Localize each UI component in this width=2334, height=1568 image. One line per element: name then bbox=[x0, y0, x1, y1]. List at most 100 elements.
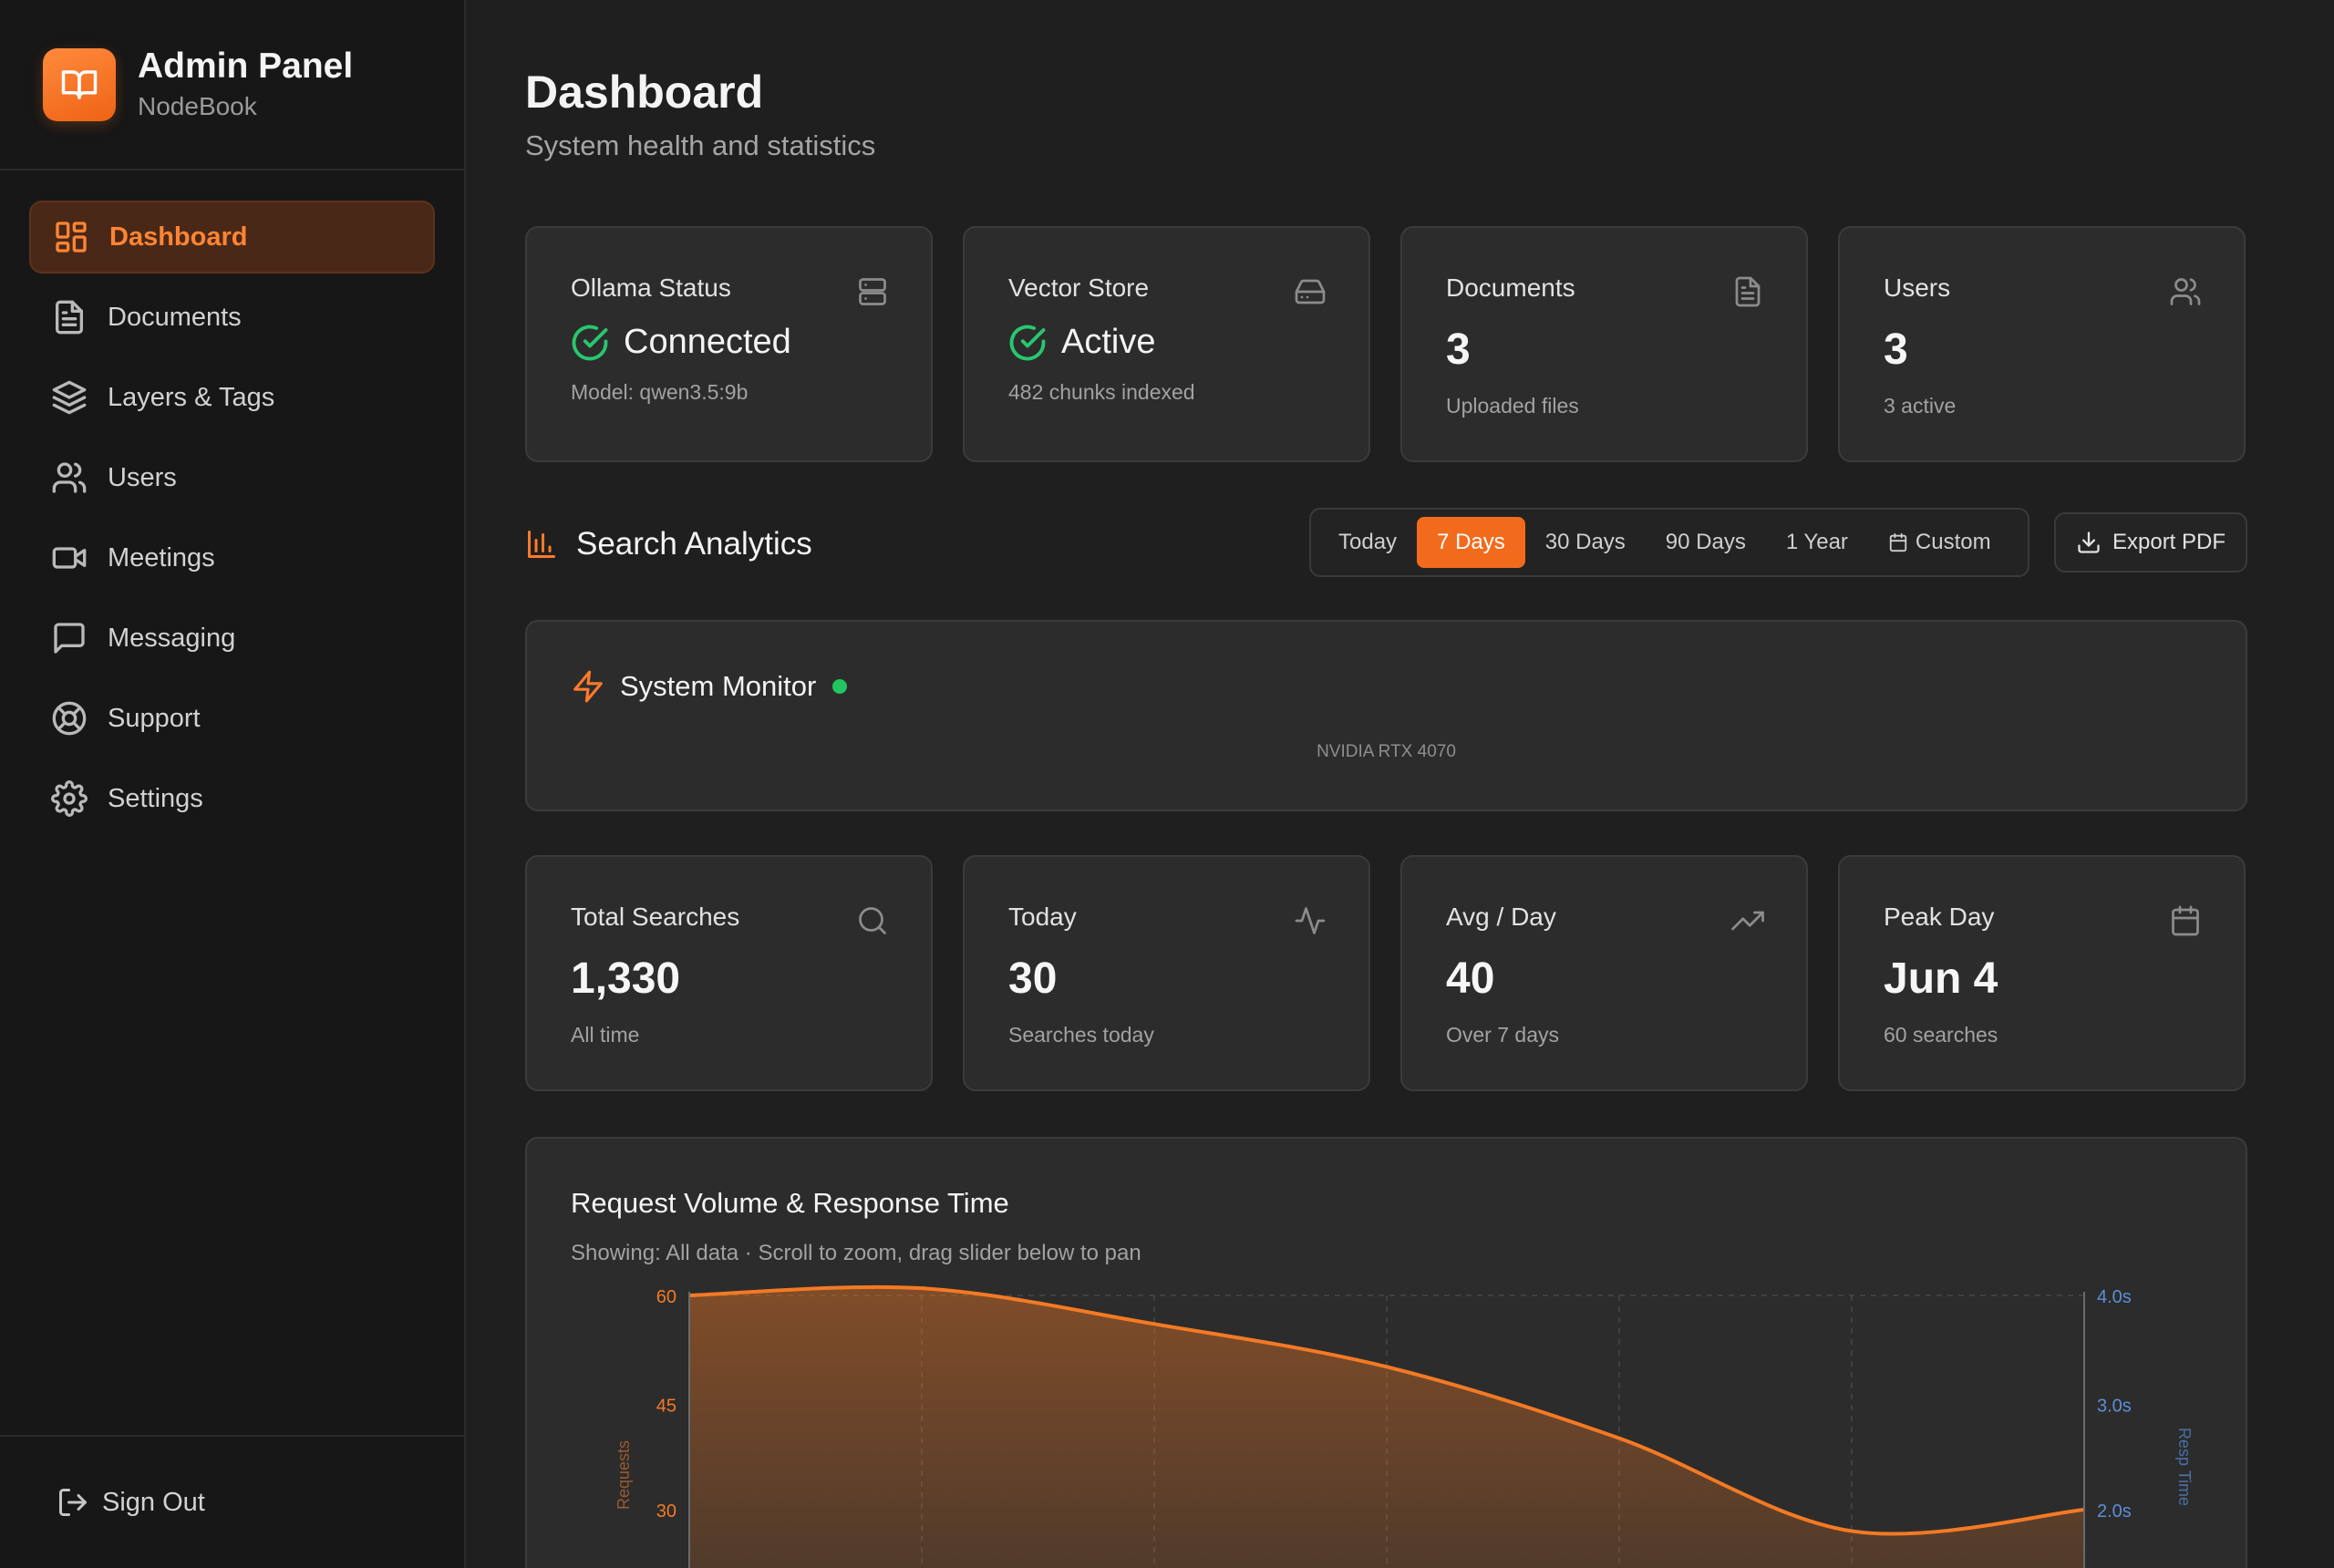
card-label: Vector Store bbox=[1008, 273, 1150, 302]
export-pdf-button[interactable]: Export PDF bbox=[2054, 512, 2247, 573]
request-volume-chart-card: Request Volume & Response Time Showing: … bbox=[525, 1137, 2247, 1568]
today-searches-value: 30 bbox=[1008, 954, 1058, 1003]
users-icon bbox=[52, 462, 87, 493]
sidebar-item-label: Layers & Tags bbox=[108, 382, 275, 412]
users-note: 3 active bbox=[1884, 394, 1957, 418]
sidebar: Admin Panel NodeBook Dashboard Documents… bbox=[0, 0, 466, 1568]
peak-day-value: Jun 4 bbox=[1884, 954, 1998, 1003]
requests-area bbox=[689, 1286, 2084, 1568]
server-icon bbox=[859, 278, 886, 305]
chart-subtitle: Showing: All data · Scroll to zoom, drag… bbox=[571, 1241, 1141, 1265]
search-analytics-title: Search Analytics bbox=[525, 517, 812, 572]
calendar-icon bbox=[2172, 905, 2199, 936]
sidebar-item-documents[interactable]: Documents bbox=[29, 281, 435, 354]
y-axis-label: Requests bbox=[614, 1440, 633, 1510]
sidebar-item-users[interactable]: Users bbox=[29, 441, 435, 514]
card-label: Total Searches bbox=[571, 903, 740, 931]
document-icon bbox=[56, 300, 84, 335]
range-custom-button[interactable]: Custom bbox=[1868, 517, 2011, 568]
sidebar-item-layers-tags[interactable]: Layers & Tags bbox=[29, 361, 435, 434]
search-stat-cards: Total Searches 1,330 All time Today 30 S… bbox=[525, 855, 2247, 1091]
ollama-model: Model: qwen3.5:9b bbox=[571, 380, 749, 404]
card-label: Documents bbox=[1446, 273, 1575, 302]
total-searches-card: Total Searches 1,330 All time bbox=[525, 855, 933, 1091]
y2-axis-label: Resp Time bbox=[2175, 1428, 2194, 1506]
hard-drive-icon bbox=[1295, 279, 1326, 304]
card-label: Ollama Status bbox=[571, 273, 731, 302]
check-circle-icon bbox=[572, 325, 608, 360]
sidebar-item-label: Dashboard bbox=[109, 222, 248, 252]
users-card: Users 3 3 active bbox=[1838, 226, 2246, 462]
sidebar-item-label: Settings bbox=[108, 783, 203, 813]
trending-up-icon bbox=[1731, 911, 1764, 931]
live-status-dot bbox=[832, 679, 848, 694]
sidebar-item-label: Messaging bbox=[108, 623, 236, 653]
search-analytics-header: Search Analytics Today 7 Days 30 Days 90… bbox=[525, 508, 2247, 577]
dashboard-grid-icon bbox=[56, 222, 87, 253]
users-count: 3 bbox=[1884, 325, 1908, 374]
request-volume-chart[interactable]: 60 45 30 4.0s 3.0s 2.0s Requests Resp Time bbox=[527, 1139, 2247, 1568]
avg-per-day-note: Over 7 days bbox=[1446, 1023, 1559, 1047]
sidebar-item-support[interactable]: Support bbox=[29, 682, 435, 755]
system-monitor-title: System Monitor bbox=[571, 669, 848, 704]
sidebar-nav: Dashboard Documents Layers & Tags Users … bbox=[0, 170, 464, 835]
gpu-name: NVIDIA RTX 4070 bbox=[1317, 742, 1456, 761]
y-tick-label: 30 bbox=[656, 1501, 676, 1522]
log-out-icon bbox=[59, 1489, 87, 1516]
today-searches-card: Today 30 Searches today bbox=[963, 855, 1370, 1091]
search-icon bbox=[859, 907, 886, 934]
documents-count: 3 bbox=[1446, 325, 1471, 374]
y-tick-label: 60 bbox=[656, 1287, 676, 1307]
y2-tick-label: 2.0s bbox=[2097, 1501, 2132, 1522]
brand-title: Admin Panel bbox=[138, 46, 354, 87]
lifebuoy-icon bbox=[52, 701, 87, 736]
range-custom-label: Custom bbox=[1915, 530, 1991, 554]
sign-out-label: Sign Out bbox=[102, 1487, 205, 1517]
requests-series-line bbox=[688, 1284, 2085, 1536]
avg-per-day-card: Avg / Day 40 Over 7 days bbox=[1400, 855, 1808, 1091]
peak-day-card: Peak Day Jun 4 60 searches bbox=[1838, 855, 2246, 1091]
range-today-button[interactable]: Today bbox=[1338, 530, 1398, 554]
card-label: Peak Day bbox=[1884, 903, 1995, 931]
sign-out-button[interactable]: Sign Out bbox=[57, 1486, 205, 1519]
vector-store-value: Active bbox=[1061, 323, 1156, 361]
file-text-icon bbox=[1735, 276, 1761, 307]
sidebar-item-label: Meetings bbox=[108, 542, 215, 573]
card-label: Avg / Day bbox=[1446, 903, 1556, 931]
bar-chart-icon bbox=[528, 531, 555, 558]
message-icon bbox=[54, 623, 85, 654]
range-90-days-button[interactable]: 90 Days bbox=[1665, 530, 1746, 554]
y-tick-label: 45 bbox=[656, 1397, 676, 1417]
card-label: Today bbox=[1008, 903, 1077, 931]
page-subtitle: System health and statistics bbox=[525, 129, 876, 161]
users-icon bbox=[2170, 278, 2201, 305]
status-cards: Ollama Status Connected Model: qwen3.5:9… bbox=[525, 226, 2247, 462]
brand: Admin Panel NodeBook bbox=[0, 0, 464, 170]
vector-store-card: Vector Store Active 482 chunks indexed bbox=[963, 226, 1370, 462]
ollama-status-value: Connected bbox=[624, 323, 791, 361]
sidebar-item-settings[interactable]: Settings bbox=[29, 762, 435, 835]
total-searches-note: All time bbox=[571, 1023, 640, 1047]
card-label: Users bbox=[1884, 273, 1951, 302]
y2-tick-label: 4.0s bbox=[2097, 1287, 2132, 1307]
avg-per-day-value: 40 bbox=[1446, 954, 1495, 1003]
sidebar-item-meetings[interactable]: Meetings bbox=[29, 521, 435, 594]
peak-day-note: 60 searches bbox=[1884, 1023, 1998, 1047]
sidebar-item-dashboard[interactable]: Dashboard bbox=[29, 201, 435, 273]
today-searches-note: Searches today bbox=[1008, 1023, 1154, 1047]
activity-icon bbox=[1295, 907, 1326, 934]
page-title: Dashboard bbox=[525, 67, 764, 118]
sidebar-item-messaging[interactable]: Messaging bbox=[29, 602, 435, 675]
range-7-days-button[interactable]: 7 Days bbox=[1417, 517, 1525, 568]
sidebar-footer: Sign Out bbox=[0, 1435, 464, 1568]
layers-icon bbox=[52, 380, 87, 415]
range-30-days-button[interactable]: 30 Days bbox=[1544, 530, 1626, 554]
sidebar-item-label: Support bbox=[108, 703, 201, 733]
date-range-selector: Today 7 Days 30 Days 90 Days 1 Year Cust… bbox=[1309, 508, 2029, 577]
range-1-year-button[interactable]: 1 Year bbox=[1785, 530, 1848, 554]
sidebar-item-label: Users bbox=[108, 462, 177, 492]
gear-icon bbox=[51, 780, 88, 817]
chart-title: Request Volume & Response Time bbox=[571, 1187, 1009, 1219]
calendar-icon bbox=[1889, 532, 1907, 552]
search-analytics-label: Search Analytics bbox=[576, 526, 812, 562]
